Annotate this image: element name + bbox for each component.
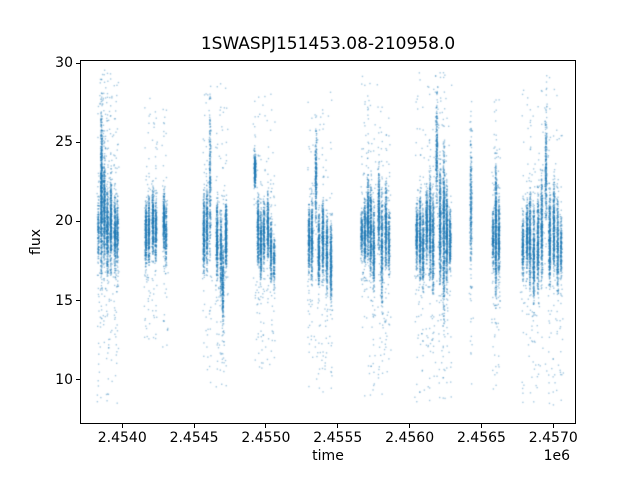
x-axis-label: time [312, 448, 344, 464]
x-tick-label: 2.4565 [456, 430, 506, 446]
x-tick-mark [337, 424, 339, 428]
y-axis-label: flux [28, 229, 44, 255]
x-tick-mark [552, 424, 554, 428]
y-tick-label: 20 [55, 213, 73, 230]
x-tick-mark [121, 424, 123, 428]
y-tick-label: 10 [55, 371, 73, 388]
chart-title: 1SWASPJ151453.08-210958.0 [200, 34, 456, 54]
x-tick-mark [193, 424, 195, 428]
y-tick-mark [76, 62, 80, 64]
x-tick-label: 2.4540 [97, 430, 147, 446]
x-tick-mark [480, 424, 482, 428]
x-tick-label: 2.4570 [528, 430, 578, 446]
y-tick-label: 15 [55, 292, 73, 309]
x-tick-mark [409, 424, 411, 428]
plot-area [80, 60, 576, 424]
x-tick-label: 2.4555 [313, 430, 363, 446]
y-tick-mark [76, 300, 80, 302]
y-tick-label: 25 [55, 134, 73, 151]
x-tick-label: 2.4550 [241, 430, 291, 446]
x-tick-label: 2.4545 [169, 430, 219, 446]
x-tick-mark [265, 424, 267, 428]
y-tick-mark [76, 141, 80, 143]
y-tick-label: 30 [55, 55, 73, 72]
scatter-points-canvas [81, 61, 575, 423]
x-axis-offset-label: 1e6 [543, 448, 570, 464]
y-tick-mark [76, 379, 80, 381]
y-tick-mark [76, 220, 80, 222]
x-tick-label: 2.4560 [385, 430, 435, 446]
